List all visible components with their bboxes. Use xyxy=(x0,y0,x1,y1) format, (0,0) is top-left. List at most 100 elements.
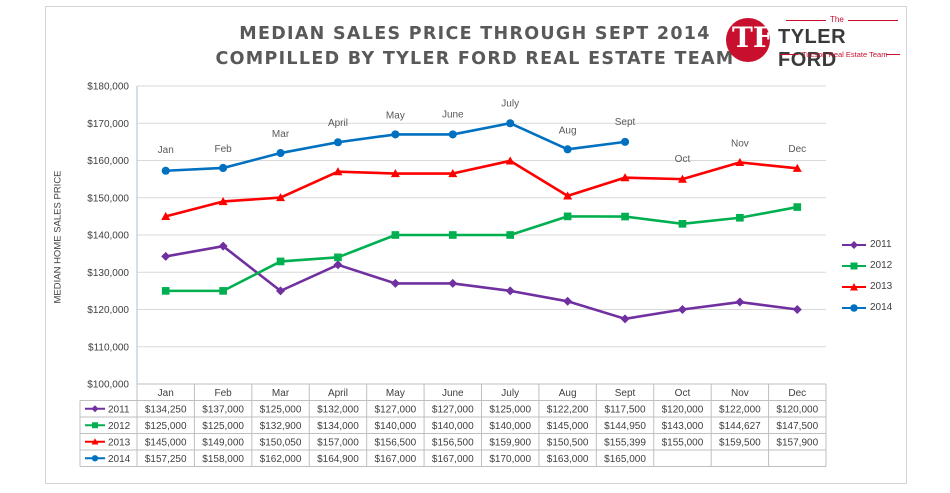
table-cell: $120,000 xyxy=(662,405,704,416)
chart-title: MEDIAN SALES PRICE THROUGH SEPT 2014 COM… xyxy=(0,22,950,72)
data-point-2012 xyxy=(506,231,515,239)
data-label: Mar xyxy=(272,129,290,140)
table-cell: $149,000 xyxy=(202,438,244,449)
y-tick-label: $170,000 xyxy=(87,119,129,130)
x-tick-label: Mar xyxy=(272,388,290,399)
data-point-2014 xyxy=(276,149,285,158)
table-cell: $140,000 xyxy=(375,421,417,432)
data-point-2014 xyxy=(563,145,572,154)
table-cell: $170,000 xyxy=(489,454,531,465)
table-cell: $167,000 xyxy=(375,454,417,465)
data-point-2011 xyxy=(620,314,630,324)
table-cell: $150,500 xyxy=(547,438,589,449)
table-cell: $155,000 xyxy=(662,438,704,449)
data-point-2012 xyxy=(276,257,285,266)
title-line-1: MEDIAN SALES PRICE THROUGH SEPT 2014 xyxy=(239,24,711,44)
table-key-marker-2013 xyxy=(91,438,99,445)
data-point-2011 xyxy=(563,296,573,306)
data-point-2011 xyxy=(276,286,286,296)
data-point-2011 xyxy=(161,251,171,261)
data-point-2014 xyxy=(219,163,228,172)
legend-item-2014: 2014 xyxy=(840,301,910,315)
data-point-2011 xyxy=(792,305,802,314)
legend-label: 2013 xyxy=(870,281,893,292)
data-label: Jan xyxy=(158,145,174,156)
table-row-label: 2011 xyxy=(108,405,130,416)
data-label: Sept xyxy=(615,117,636,128)
table-cell: $140,000 xyxy=(489,421,531,432)
table-cell: $132,000 xyxy=(317,405,359,416)
table-row-label: 2013 xyxy=(108,438,131,449)
table-cell: $165,000 xyxy=(604,454,646,465)
data-point-2013 xyxy=(390,169,400,178)
table-cell: $163,000 xyxy=(547,454,589,465)
x-tick-label: Feb xyxy=(215,388,233,399)
x-tick-label: Nov xyxy=(731,388,749,399)
table-cell: $120,000 xyxy=(776,405,818,416)
series-line-2012 xyxy=(165,205,798,293)
data-point-2013 xyxy=(276,193,286,202)
data-point-2011 xyxy=(218,241,228,251)
data-point-2011 xyxy=(505,286,515,296)
data-point-2013 xyxy=(448,169,458,178)
data-point-2011 xyxy=(735,297,745,307)
legend-key xyxy=(842,304,866,312)
data-point-2012 xyxy=(448,231,457,239)
data-point-2014 xyxy=(448,130,457,139)
table-row-label: 2012 xyxy=(108,421,131,432)
table-cell: $127,000 xyxy=(375,405,417,416)
logo-tag-rule-left xyxy=(780,54,798,55)
table-cell: $157,900 xyxy=(776,438,818,449)
legend-item-2013: 2013 xyxy=(840,280,910,294)
data-point-2013 xyxy=(563,191,573,200)
table-cell: $125,000 xyxy=(489,405,531,416)
series-line-2014 xyxy=(165,121,626,173)
table-cell: $134,000 xyxy=(317,421,359,432)
table-row-label: 2014 xyxy=(108,454,131,465)
data-point-2012 xyxy=(621,212,629,221)
table-key-marker-2012 xyxy=(92,422,98,429)
data-point-2012 xyxy=(563,212,572,221)
table-cell: $145,000 xyxy=(547,421,589,432)
x-tick-label: July xyxy=(501,388,519,399)
x-tick-label: Aug xyxy=(559,388,577,399)
table-cell: $157,250 xyxy=(145,454,187,465)
table-cell: $155,399 xyxy=(604,438,646,449)
logo-tagline: Tucson Real Estate Team xyxy=(802,50,888,59)
logo-mark-text: TF xyxy=(732,21,773,54)
y-tick-label: $140,000 xyxy=(87,231,129,242)
table-cell: $164,900 xyxy=(317,454,359,465)
data-point-2013 xyxy=(620,173,630,182)
legend-item-2012: 2012 xyxy=(840,259,910,273)
logo-rule-right xyxy=(848,20,898,21)
y-tick-label: $110,000 xyxy=(88,342,129,353)
data-point-2013 xyxy=(505,156,515,165)
legend-label: 2011 xyxy=(870,239,892,250)
logo-rule-left xyxy=(786,20,826,21)
table-cell: $125,000 xyxy=(260,405,302,416)
y-tick-label: $160,000 xyxy=(87,156,129,167)
y-tick-label: $100,000 xyxy=(87,380,129,391)
table-cell: $134,250 xyxy=(145,405,187,416)
y-tick-label: $150,000 xyxy=(87,193,129,204)
table-cell: $145,000 xyxy=(145,438,187,449)
series-line-2011 xyxy=(165,244,798,321)
data-point-2012 xyxy=(678,220,687,228)
data-point-2012 xyxy=(334,253,342,262)
data-point-2013 xyxy=(218,196,228,206)
legend-marker xyxy=(850,304,858,312)
data-label: Oct xyxy=(675,154,691,165)
data-point-2013 xyxy=(333,167,343,176)
y-tick-label: $130,000 xyxy=(87,268,129,279)
table-cell: $137,000 xyxy=(202,405,244,416)
tf-logo-icon: TF xyxy=(726,18,773,62)
tyler-ford-logo: TF The TYLER FORD Tucson Real Estate Tea… xyxy=(726,14,906,71)
data-point-2012 xyxy=(391,231,400,239)
table-cell: $159,900 xyxy=(489,438,531,449)
legend-label: 2014 xyxy=(870,302,893,313)
y-tick-label: $180,000 xyxy=(87,82,129,93)
table-cell: $117,500 xyxy=(605,405,646,416)
data-point-2012 xyxy=(736,213,744,222)
table-cell: $156,500 xyxy=(375,438,417,449)
